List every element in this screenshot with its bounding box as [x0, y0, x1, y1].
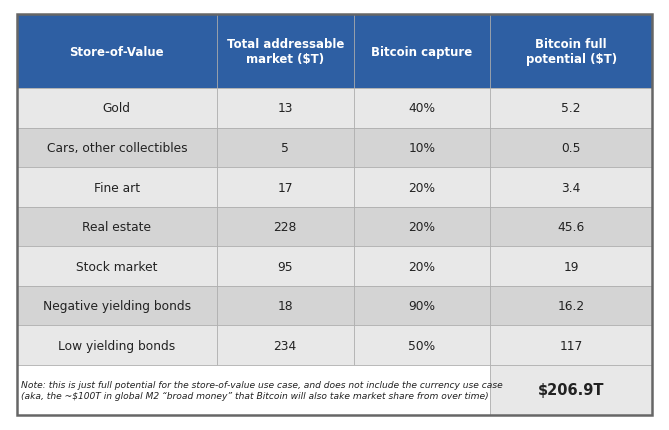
Bar [490, 15, 652, 89]
Bar [490, 89, 652, 129]
Text: 18: 18 [278, 299, 293, 312]
Bar [17, 286, 217, 326]
Text: $206.9T: $206.9T [538, 382, 605, 397]
Bar [217, 129, 354, 168]
Text: Bitcoin capture: Bitcoin capture [371, 46, 472, 58]
Text: 20%: 20% [408, 260, 436, 273]
Text: 40%: 40% [408, 102, 436, 115]
Bar [217, 15, 354, 89]
Text: 5: 5 [281, 141, 289, 155]
Text: 20%: 20% [408, 221, 436, 233]
Text: 0.5: 0.5 [561, 141, 581, 155]
Text: 10%: 10% [408, 141, 436, 155]
Text: 50%: 50% [408, 339, 436, 352]
Text: Fine art: Fine art [94, 181, 140, 194]
Bar [17, 207, 217, 247]
Bar [17, 365, 490, 415]
Bar [353, 168, 490, 207]
Text: 19: 19 [563, 260, 579, 273]
Bar [353, 286, 490, 326]
Text: 45.6: 45.6 [558, 221, 585, 233]
Bar [217, 168, 354, 207]
Text: Store-of-Value: Store-of-Value [70, 46, 164, 58]
Bar [217, 286, 354, 326]
Text: 117: 117 [559, 339, 583, 352]
Bar [490, 247, 652, 286]
Text: 90%: 90% [408, 299, 436, 312]
Text: 5.2: 5.2 [561, 102, 581, 115]
Text: Cars, other collectibles: Cars, other collectibles [47, 141, 187, 155]
Bar [17, 247, 217, 286]
Text: Low yielding bonds: Low yielding bonds [58, 339, 175, 352]
Text: 17: 17 [278, 181, 293, 194]
Text: 20%: 20% [408, 181, 436, 194]
Bar [490, 286, 652, 326]
Text: Stock market: Stock market [76, 260, 158, 273]
Bar [17, 326, 217, 365]
Text: Total addressable
market ($T): Total addressable market ($T) [227, 38, 344, 66]
Bar [217, 326, 354, 365]
Bar [490, 326, 652, 365]
Text: 3.4: 3.4 [561, 181, 581, 194]
Bar [353, 89, 490, 129]
Text: 95: 95 [278, 260, 293, 273]
Text: 16.2: 16.2 [558, 299, 585, 312]
Text: 13: 13 [278, 102, 293, 115]
Bar [353, 247, 490, 286]
Text: Bitcoin full
potential ($T): Bitcoin full potential ($T) [526, 38, 617, 66]
Text: Real estate: Real estate [82, 221, 151, 233]
Bar [353, 129, 490, 168]
Bar [353, 326, 490, 365]
Bar [490, 207, 652, 247]
Text: Note: this is just full potential for the store-of-value use case, and does not : Note: this is just full potential for th… [21, 380, 503, 400]
Bar [490, 129, 652, 168]
Text: Gold: Gold [103, 102, 131, 115]
Text: 228: 228 [274, 221, 297, 233]
Bar [17, 15, 217, 89]
Bar [17, 129, 217, 168]
Bar [217, 207, 354, 247]
Bar [217, 247, 354, 286]
Bar [490, 365, 652, 415]
Bar [17, 89, 217, 129]
Bar [217, 89, 354, 129]
Bar [17, 168, 217, 207]
Bar [490, 168, 652, 207]
Bar [353, 15, 490, 89]
Bar [353, 207, 490, 247]
Text: 234: 234 [274, 339, 297, 352]
Text: Negative yielding bonds: Negative yielding bonds [43, 299, 191, 312]
